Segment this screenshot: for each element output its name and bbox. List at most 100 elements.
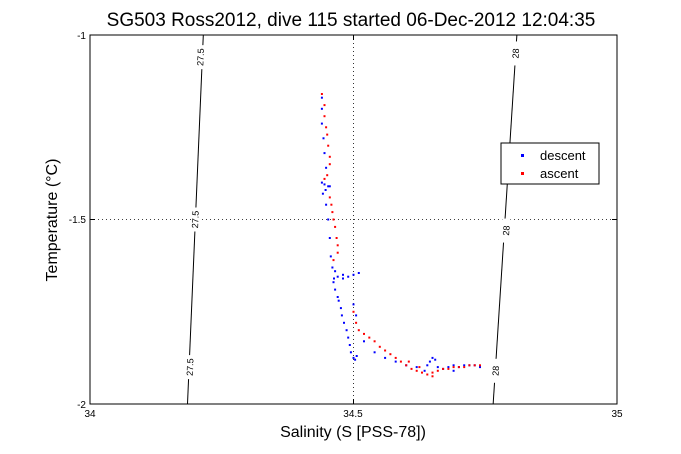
contour-label-background bbox=[196, 45, 205, 70]
descent-point bbox=[428, 360, 431, 363]
ascent-point bbox=[336, 244, 339, 247]
x-tick-label: 35 bbox=[611, 409, 623, 420]
descent-point bbox=[373, 351, 376, 354]
ascent-point bbox=[336, 251, 339, 254]
contour-label-background bbox=[511, 41, 520, 66]
ascent-point bbox=[436, 369, 439, 372]
descent-point bbox=[334, 270, 337, 273]
ascent-point bbox=[325, 126, 328, 129]
contour-label: 28 bbox=[490, 365, 501, 376]
ascent-point bbox=[323, 177, 326, 180]
ascent-point bbox=[326, 133, 329, 136]
ascent-point bbox=[421, 371, 423, 374]
x-axis-label: Salinity (S [PSS-78]) bbox=[280, 424, 426, 441]
ascent-point bbox=[328, 155, 331, 158]
descent-point bbox=[333, 277, 335, 280]
descent-point bbox=[415, 366, 418, 369]
descent-point bbox=[320, 122, 323, 125]
descent-point bbox=[355, 355, 358, 357]
descent-point bbox=[355, 314, 358, 317]
descent-point bbox=[325, 203, 328, 206]
descent-point bbox=[357, 272, 360, 274]
y-axis-label: Temperature (°C) bbox=[44, 159, 61, 282]
ascent-point bbox=[426, 373, 429, 376]
ascent-point bbox=[335, 237, 338, 239]
descent-point bbox=[322, 137, 325, 140]
descent-point bbox=[343, 321, 345, 324]
ascent-point bbox=[418, 366, 421, 369]
descent-point bbox=[329, 255, 332, 258]
legend-marker-ascent bbox=[521, 172, 524, 175]
axis-ticks bbox=[89, 34, 618, 405]
ascent-point bbox=[405, 364, 408, 367]
descent-point bbox=[320, 181, 323, 184]
y-tick-label: -1 bbox=[77, 31, 86, 42]
descent-point bbox=[327, 185, 330, 188]
legend-label-ascent: ascent bbox=[540, 166, 579, 181]
ascent-point bbox=[384, 349, 387, 352]
contour-label-background bbox=[502, 218, 511, 243]
ascent-point bbox=[330, 203, 333, 206]
y-tick-label: -1.5 bbox=[69, 215, 87, 226]
ascent-point bbox=[473, 364, 476, 367]
ascent-point bbox=[320, 93, 323, 95]
contour-label-background bbox=[491, 358, 500, 383]
contour-label-background bbox=[191, 207, 200, 232]
descent-point bbox=[320, 107, 323, 110]
ascent-point bbox=[431, 371, 434, 374]
descent-point bbox=[479, 366, 481, 369]
descent-point bbox=[384, 356, 387, 359]
ascent-point bbox=[410, 367, 413, 370]
ascent-points bbox=[320, 93, 481, 378]
descent-point bbox=[336, 275, 339, 278]
descent-point bbox=[323, 183, 326, 186]
descent-point bbox=[431, 356, 434, 359]
descent-point bbox=[334, 288, 337, 291]
contour-label: 27.5 bbox=[195, 48, 206, 66]
descent-point bbox=[325, 166, 328, 169]
ascent-point bbox=[332, 259, 335, 262]
descent-point bbox=[331, 266, 334, 269]
legend: descent ascent bbox=[500, 142, 600, 185]
descent-point bbox=[423, 369, 426, 372]
ascent-point bbox=[394, 356, 397, 359]
contour-label: 28 bbox=[501, 225, 512, 236]
descent-point bbox=[352, 356, 355, 359]
descent-point bbox=[352, 273, 355, 276]
ascent-point bbox=[463, 366, 466, 369]
descent-point bbox=[328, 185, 331, 188]
ascent-point bbox=[479, 364, 481, 367]
ascent-point bbox=[363, 332, 365, 335]
density-contours: 27.5 27.5 27.5 28 28 28 bbox=[185, 34, 522, 405]
ascent-point bbox=[389, 353, 392, 356]
ascent-point bbox=[357, 329, 360, 332]
ascent-point bbox=[334, 225, 337, 228]
descent-point bbox=[340, 314, 343, 317]
ascent-point bbox=[468, 364, 471, 367]
descent-point bbox=[320, 96, 323, 99]
contour-label: 27.5 bbox=[190, 211, 201, 229]
ascent-point bbox=[447, 367, 450, 370]
descent-point bbox=[332, 281, 335, 284]
contour-label-background bbox=[186, 355, 195, 380]
descent-point bbox=[394, 360, 397, 363]
y-tick-label: -2 bbox=[77, 400, 86, 411]
ascent-point bbox=[431, 375, 434, 378]
ascent-point bbox=[407, 360, 410, 363]
descent-point bbox=[426, 364, 429, 367]
descent-point bbox=[434, 358, 437, 361]
contour-label: 28 bbox=[511, 48, 522, 59]
ascent-point bbox=[328, 196, 331, 199]
descent-point bbox=[347, 336, 350, 339]
descent-point bbox=[337, 299, 340, 302]
ascent-point bbox=[378, 345, 381, 348]
grid-lines bbox=[90, 35, 617, 404]
legend-box bbox=[500, 142, 600, 185]
descent-point bbox=[323, 152, 326, 155]
ascent-point bbox=[442, 367, 445, 370]
descent-point bbox=[324, 189, 327, 191]
ascent-point bbox=[326, 174, 329, 177]
ascent-point bbox=[328, 163, 331, 166]
descent-point bbox=[452, 364, 455, 367]
